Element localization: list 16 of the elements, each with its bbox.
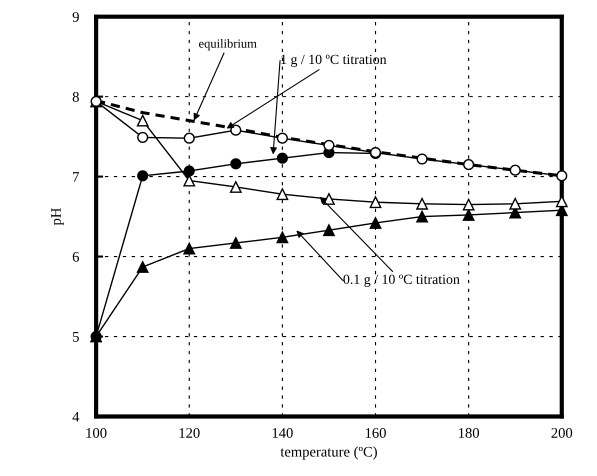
x-tick-label: 140 (272, 428, 293, 438)
x-tick-label: 180 (458, 428, 480, 438)
x-tick-label: 200 (551, 428, 572, 438)
y-tick-label: 5 (73, 332, 79, 342)
x-tick-label: 120 (180, 428, 200, 438)
y-tick-label: 6 (72, 252, 80, 262)
x-tick-label: 100 (86, 428, 106, 438)
y-tick-label: 4 (72, 412, 80, 422)
x-tick-label: 160 (366, 428, 386, 438)
annotation: equilibrium (199, 38, 257, 50)
y-tick-label: 9 (72, 12, 79, 22)
annotation: 1 g / 10 ºC titration (281, 54, 386, 67)
y-axis-title: pH (51, 208, 64, 226)
y-tick-label: 7 (73, 172, 80, 182)
y-tick-label: 8 (72, 92, 79, 102)
x-axis-title: temperature (ºC) (280, 446, 377, 460)
